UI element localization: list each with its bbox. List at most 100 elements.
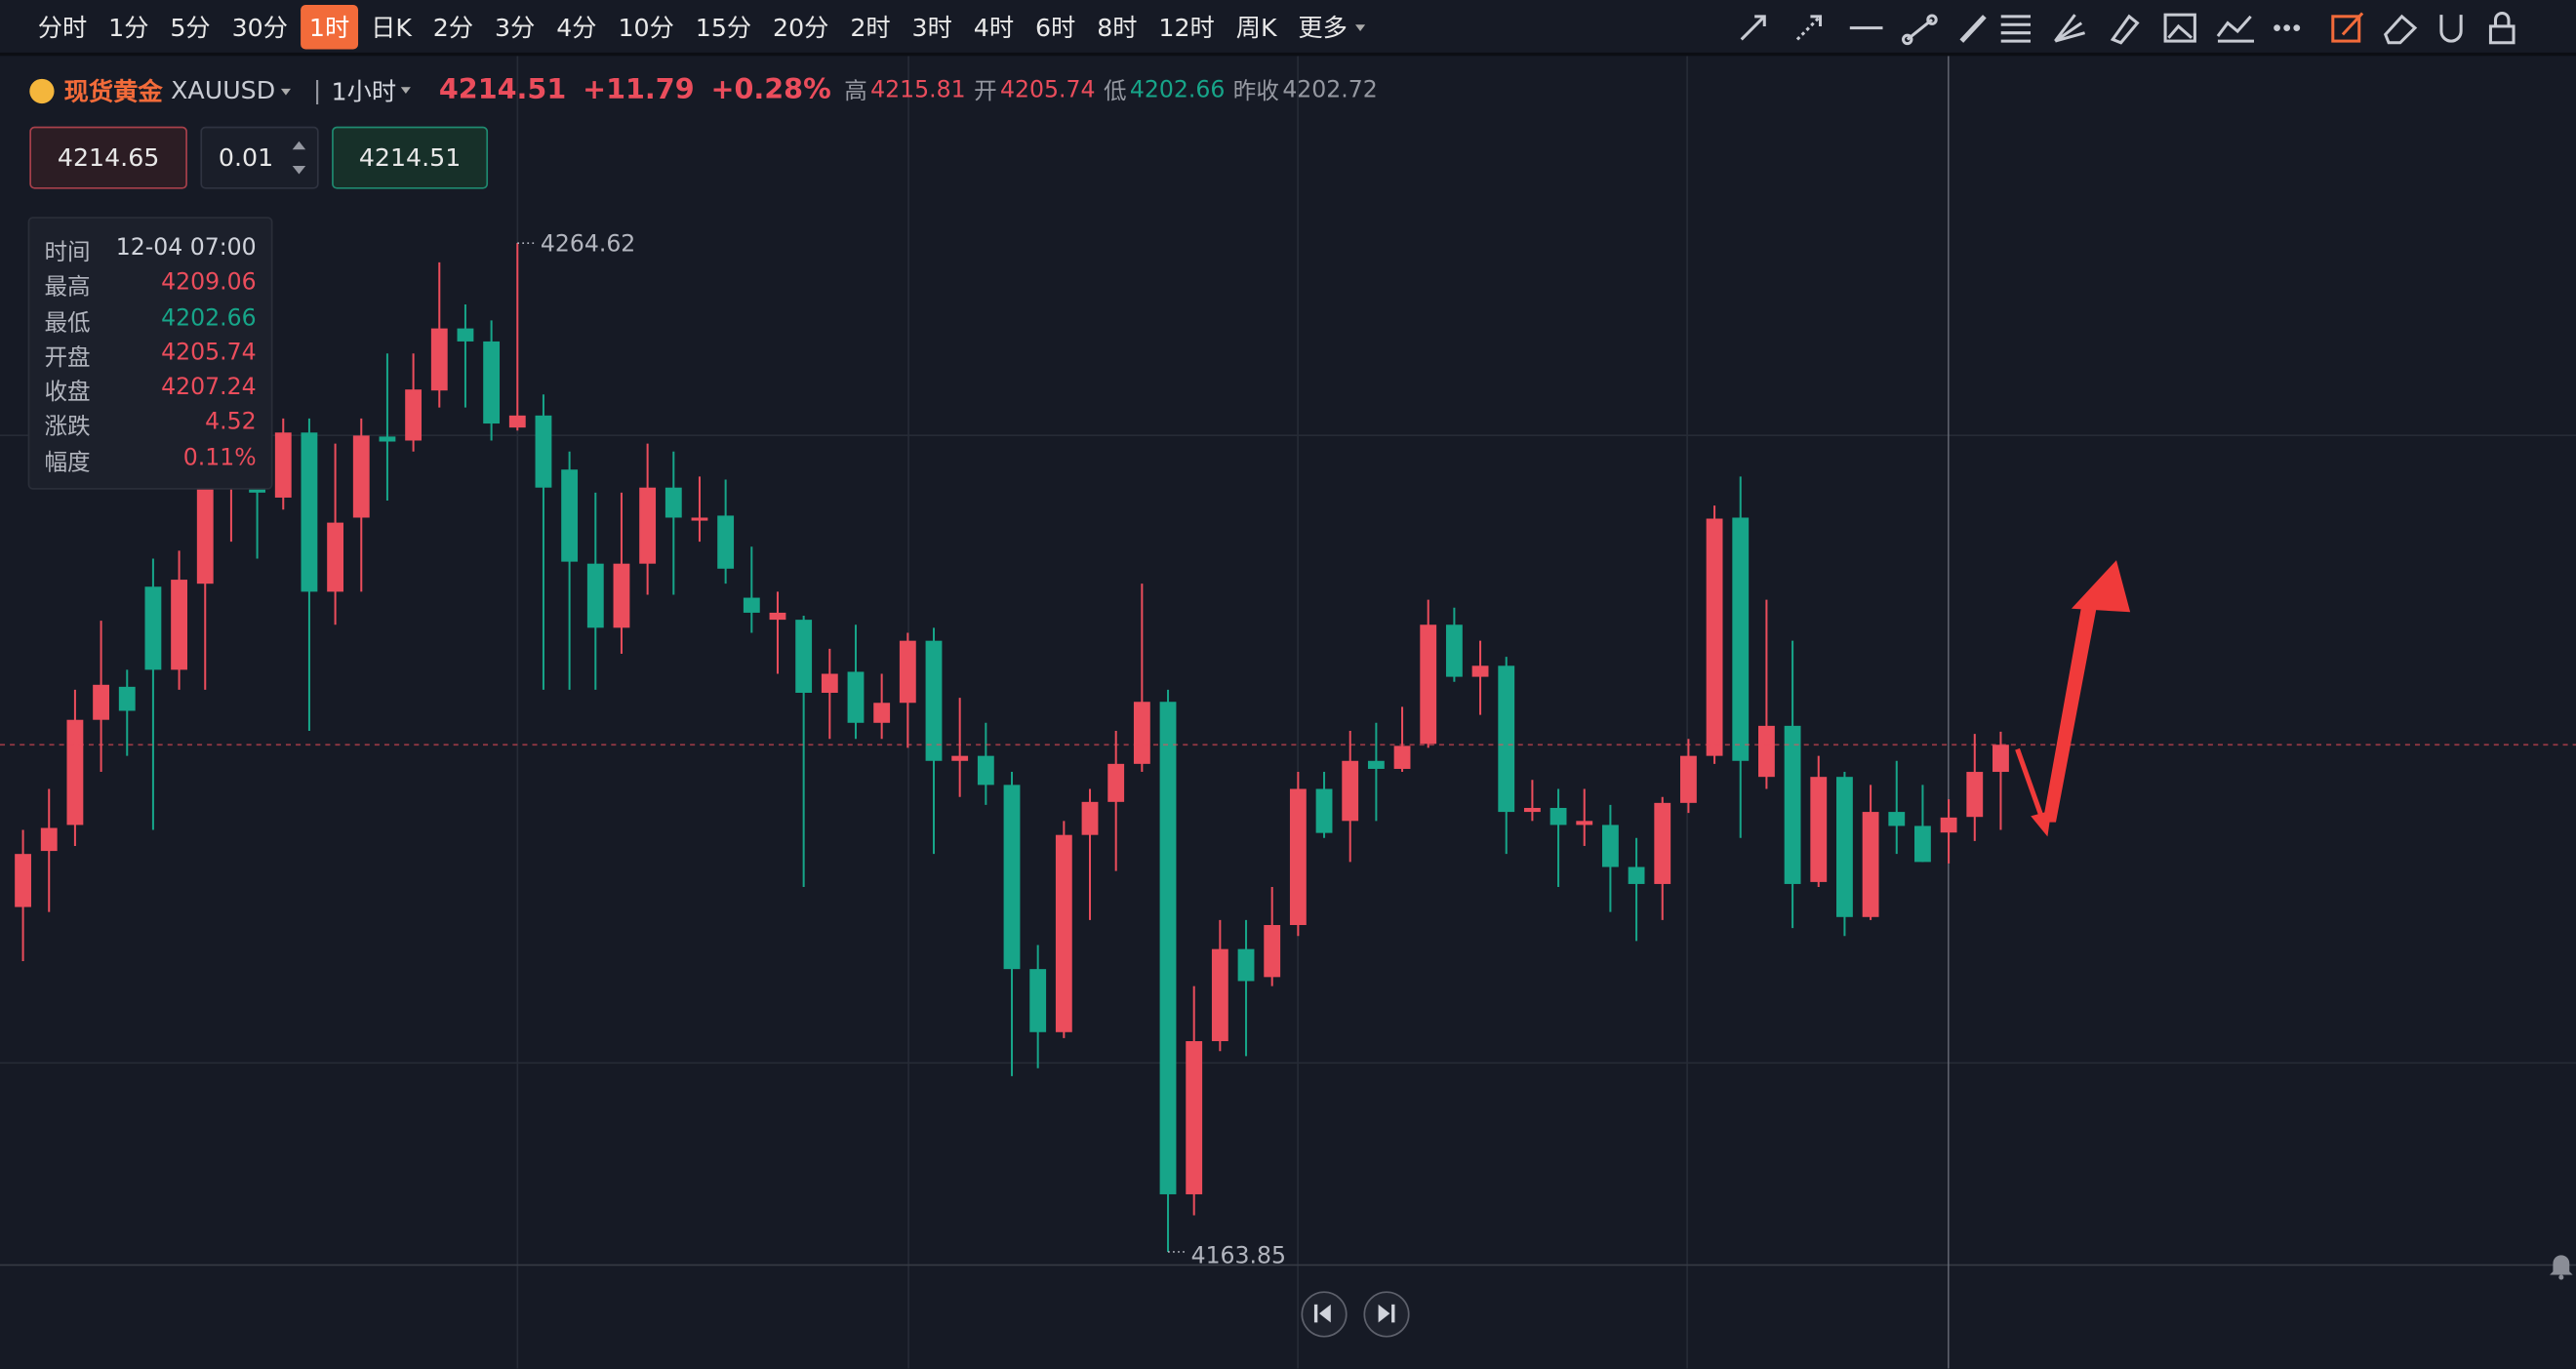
lot-input[interactable]: 0.01 [200, 126, 319, 189]
candle-body [457, 328, 474, 342]
period-tab[interactable]: 周K [1235, 12, 1277, 42]
candle-body [1289, 788, 1307, 926]
prev-button[interactable] [1301, 1291, 1348, 1338]
prev-close: 4202.72 [1282, 77, 1378, 104]
tool-icon[interactable] [2383, 14, 2418, 45]
tooltip-label: 涨跌 [44, 415, 91, 442]
tool-icon[interactable] [2331, 12, 2364, 43]
tool-icon[interactable] [1959, 15, 1987, 43]
tool-icon[interactable] [1740, 15, 1766, 41]
candle-body [379, 436, 396, 442]
candle-body [196, 479, 214, 584]
candle-body [1081, 801, 1099, 835]
candle-body [1914, 825, 1931, 863]
buy-button[interactable]: 4214.51 [332, 126, 489, 189]
candle-body [1706, 518, 1723, 756]
tool-icon[interactable] [2163, 13, 2196, 43]
tool-icon[interactable] [2488, 11, 2516, 45]
tool-icon[interactable] [2274, 24, 2301, 31]
candle-body [1550, 807, 1567, 825]
candle-body [1211, 948, 1228, 1042]
candle-body [1862, 812, 1879, 917]
tool-icon[interactable] [1902, 14, 1938, 46]
candle-body [821, 673, 838, 694]
period-tab[interactable]: 8时 [1097, 12, 1138, 42]
candle-body [1003, 785, 1021, 970]
tooltip-label: 收盘 [44, 380, 91, 407]
tooltip-row: 收盘 4207.24 [44, 375, 256, 410]
lot-value: 0.01 [218, 142, 274, 173]
last-price: 4214.51 [438, 73, 567, 107]
candle-body [430, 328, 448, 391]
period-tab[interactable]: 更多 [1290, 4, 1371, 48]
tool-icon[interactable] [1795, 15, 1823, 41]
period-tab[interactable]: 10分 [618, 12, 674, 42]
tool-icon[interactable] [2054, 14, 2085, 43]
period-tab[interactable]: 1分 [108, 12, 149, 42]
candle-body [743, 597, 760, 613]
candles: 4264.62 4163.85 [0, 230, 2576, 1269]
candle-body [951, 755, 969, 761]
period-tab[interactable]: 6时 [1034, 12, 1076, 42]
tooltip-value: 4.52 [205, 410, 257, 436]
tool-icon[interactable] [2439, 15, 2463, 43]
tooltip-label: 幅度 [44, 449, 91, 476]
symbol-name[interactable]: 现货黄金 [63, 76, 163, 106]
candle-body [535, 415, 552, 488]
candle-body [118, 686, 136, 711]
tooltip-value: 0.11% [182, 444, 257, 471]
candle-body [899, 640, 916, 704]
tooltip-value: 4207.24 [161, 375, 257, 402]
period-tab[interactable]: 2分 [432, 12, 474, 42]
candle-body [1186, 1041, 1203, 1194]
period-tab[interactable]: 2时 [850, 12, 891, 42]
period-toolbar: 分时 1分 5分 30分 1时 日K 2分 3分 4分 10分 15分 20分 2时 3时 4时 6时 8时 12… [0, 0, 2576, 57]
tooltip-label: 最低 [44, 309, 91, 337]
candle-body [1029, 969, 1047, 1032]
stepper[interactable] [291, 135, 307, 181]
candle-body [1523, 807, 1541, 813]
period-tab[interactable]: 4时 [973, 12, 1015, 42]
tooltip-label: 时间 [44, 239, 91, 266]
candle-body [405, 389, 423, 441]
period-tab[interactable]: 15分 [695, 12, 752, 42]
candle-body [1445, 624, 1463, 677]
candle-body [847, 671, 865, 723]
tooltip-row: 幅度 0.11% [44, 445, 256, 480]
low: 4202.66 [1129, 77, 1226, 104]
tool-icon[interactable] [2000, 15, 2032, 43]
period-tab[interactable]: 12时 [1158, 12, 1215, 42]
period-tab[interactable]: 3时 [911, 12, 952, 42]
symbol-code[interactable]: XAUUSD [171, 75, 295, 105]
candle-body [327, 522, 344, 592]
candle-body [93, 684, 109, 720]
period-tab[interactable]: 分时 [37, 12, 88, 42]
candle-body [977, 755, 994, 785]
sell-button[interactable]: 4214.65 [29, 126, 187, 189]
candle-body [873, 703, 891, 723]
next-button[interactable] [1363, 1291, 1410, 1338]
tooltip-row: 最高 4209.06 [44, 270, 256, 305]
candle-body [1628, 866, 1645, 884]
tool-icon[interactable] [2216, 15, 2254, 43]
alert-icon[interactable] [2548, 1250, 2574, 1280]
period-tab[interactable]: 30分 [231, 12, 288, 42]
period-tab[interactable]: 5分 [170, 12, 211, 42]
tooltip-value: 4202.66 [161, 304, 257, 332]
candle-body [1576, 821, 1593, 825]
candle-body [1810, 777, 1828, 882]
tool-icon[interactable] [2110, 14, 2140, 45]
candle-body [274, 432, 292, 498]
candle-body [1159, 702, 1177, 1194]
high-label: 高 [844, 78, 867, 105]
period-tab[interactable]: 1时 [301, 4, 358, 49]
period-tab[interactable]: 3分 [495, 12, 536, 42]
candle-body [1992, 745, 2009, 773]
period-tab[interactable]: 4分 [556, 12, 597, 42]
period-tab[interactable]: 日K [371, 12, 412, 42]
candle-body [639, 487, 657, 564]
candle-body [1264, 925, 1281, 978]
interval[interactable]: 1小时 [332, 73, 417, 107]
period-tab[interactable]: 20分 [773, 12, 829, 42]
tooltip-value: 12-04 07:00 [115, 234, 257, 262]
